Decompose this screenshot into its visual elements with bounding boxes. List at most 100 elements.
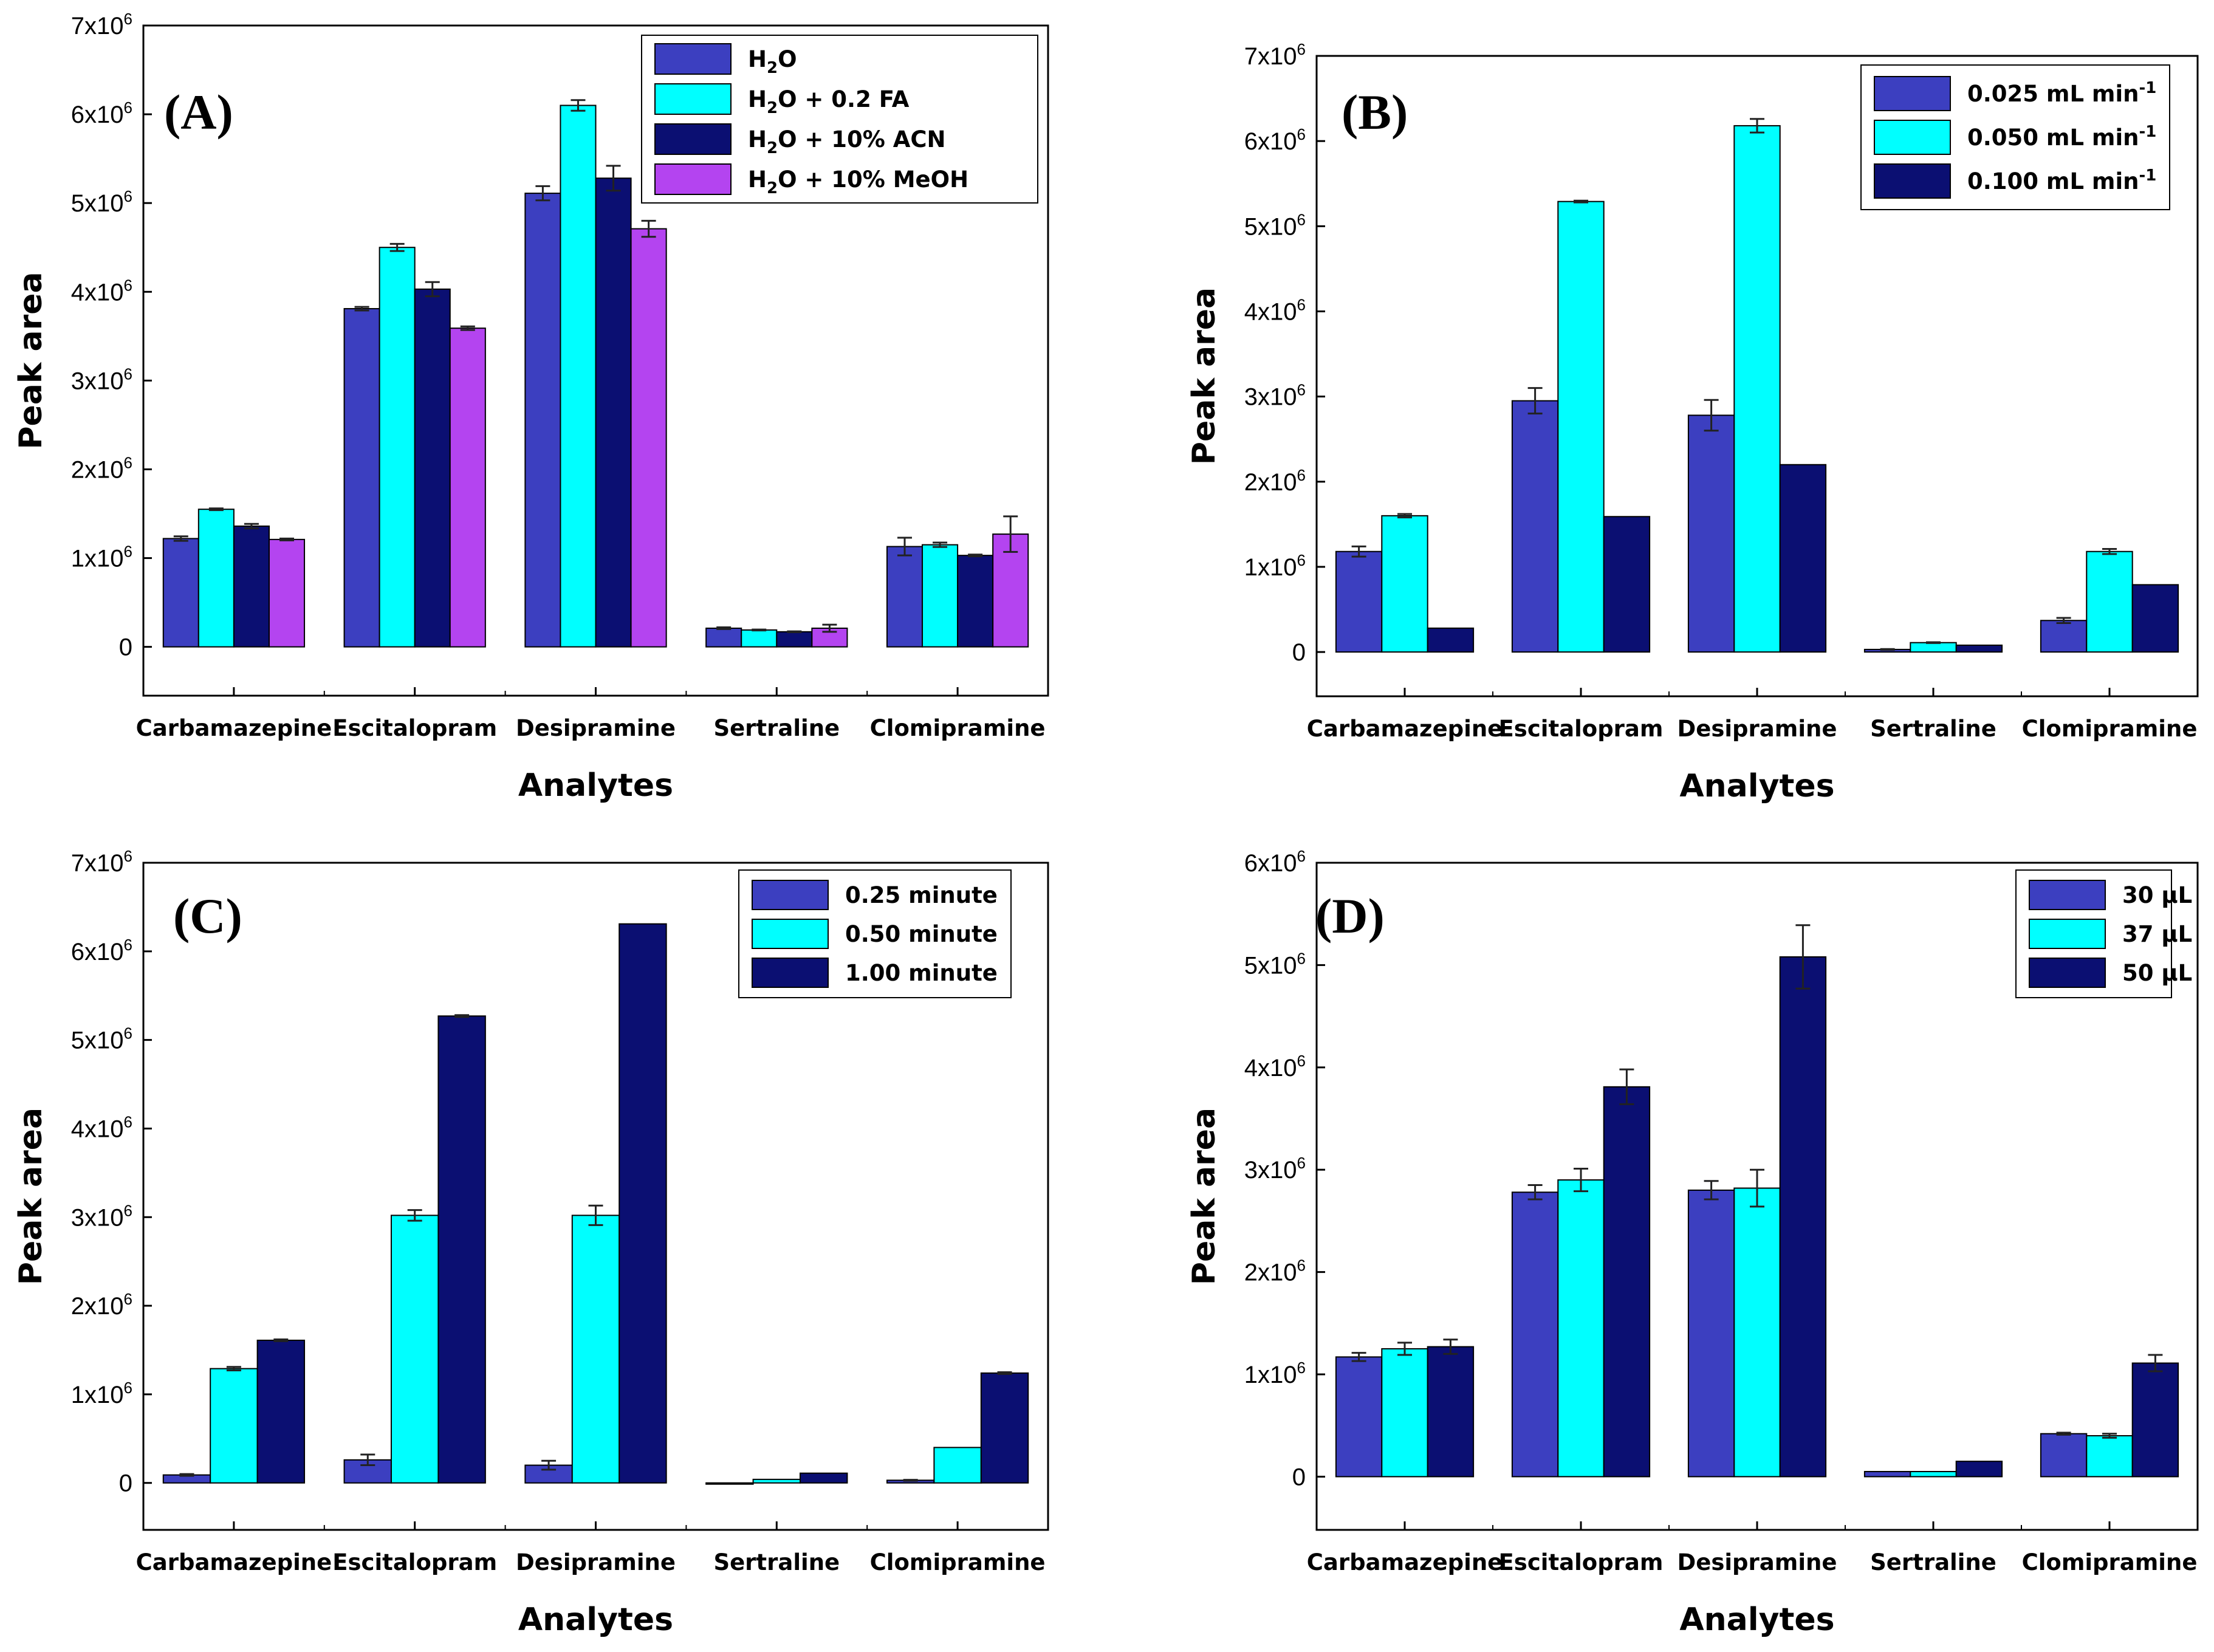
bar (414, 288, 451, 648)
y-tick-label: 2x106 (71, 453, 132, 483)
bar (886, 546, 924, 648)
y-tick-label: 6x106 (1244, 847, 1306, 877)
y-tick-label: 1x106 (71, 1379, 132, 1408)
bar (1511, 400, 1559, 653)
legend-swatch (1874, 163, 1951, 199)
y-tick-label: 3x106 (1244, 1154, 1306, 1184)
bar (800, 1472, 848, 1484)
bar (1687, 1189, 1735, 1478)
legend-label: 37 µL (2122, 921, 2192, 947)
category-label: Desipramine (516, 715, 676, 741)
y-tick-label: 5x106 (1244, 949, 1306, 979)
panel-label: (D) (1315, 888, 1385, 944)
bar (741, 629, 778, 648)
y-axis-title: Peak area (13, 272, 49, 449)
legend-swatch (2029, 880, 2106, 910)
bar (1733, 1187, 1781, 1478)
bar (922, 544, 959, 648)
y-tick-label: 1x106 (1244, 551, 1306, 581)
category-label: Escitalopram (332, 1549, 497, 1575)
bar (197, 509, 235, 648)
legend-swatch (654, 163, 732, 195)
bar (705, 627, 742, 648)
category-label: Desipramine (516, 1549, 676, 1575)
y-tick-label: 7x106 (1244, 40, 1306, 70)
category-label: Sertraline (1870, 1549, 1996, 1575)
y-tick-label: 1x106 (1244, 1359, 1306, 1388)
category-label: Escitalopram (1499, 1549, 1664, 1575)
legend-swatch (752, 919, 829, 949)
legend-label: 1.00 minute (845, 960, 998, 986)
bar (1511, 1191, 1559, 1478)
bar (162, 538, 199, 648)
category-label: Clomipramine (870, 1549, 1046, 1575)
bar (524, 193, 561, 648)
chart-panel-d: 0 1x106 2x106 3x106 4x106 5x106 6x106 Carbamaze… (1186, 847, 2199, 1638)
bar (980, 1372, 1029, 1484)
y-tick-label: 0 (119, 1470, 132, 1497)
y-axis-title: Peak area (13, 1108, 49, 1285)
y-tick-label: 2x106 (1244, 1256, 1306, 1286)
legend-label: 0.025 mL min-1 (1967, 79, 2156, 107)
legend: 0.25 minute 0.50 minute 1.00 minute (738, 869, 1012, 998)
category-label: Carbamazepine (136, 1549, 332, 1575)
legend: H2O H2O + 0.2 FA H2O + 10% ACN H2O + 10% Me… (641, 35, 1038, 204)
legend-label: H2O + 0.2 FA (748, 86, 910, 117)
y-tick-label: 6x106 (71, 98, 132, 128)
legend-swatch (752, 880, 829, 910)
bar (705, 1482, 754, 1485)
bar (268, 538, 306, 648)
bar (752, 1478, 801, 1484)
bar (560, 105, 597, 648)
legend-label: H2O (748, 46, 797, 77)
bar (390, 1215, 439, 1484)
y-tick-label: 3x106 (71, 1201, 132, 1231)
bar (233, 525, 270, 648)
legend-swatch (654, 123, 732, 155)
bar (933, 1447, 982, 1484)
bar (992, 533, 1029, 648)
bar (1427, 627, 1475, 653)
y-tick-label: 2x106 (71, 1290, 132, 1320)
bar (1779, 464, 1827, 653)
bar (449, 327, 486, 648)
y-tick-label: 4x106 (71, 1112, 132, 1142)
bar (1910, 642, 1957, 653)
bar (256, 1339, 306, 1484)
legend-swatch (752, 958, 829, 988)
bar (1603, 516, 1651, 653)
bar (1779, 956, 1827, 1478)
legend-swatch (1874, 76, 1951, 111)
category-label: Sertraline (1870, 716, 1996, 742)
category-label: Desipramine (1678, 716, 1837, 742)
bar (1603, 1086, 1651, 1478)
x-axis-title: Analytes (1679, 1602, 1834, 1638)
legend-swatch (1874, 120, 1951, 155)
category-label: Escitalopram (1499, 716, 1664, 742)
legend: 0.025 mL min-1 0.050 mL min-1 0.100 mL min… (1860, 64, 2170, 210)
bar (2131, 1362, 2179, 1478)
bar (1955, 1461, 2003, 1478)
y-axis-title: Peak area (1186, 1108, 1222, 1285)
chart-panel-c: 0 1x106 2x106 3x106 4x106 5x106 6x106 7x106 Carb… (13, 847, 1049, 1638)
bar (343, 308, 380, 648)
panel-label: (A) (164, 84, 233, 140)
category-label: Desipramine (1678, 1549, 1837, 1575)
y-tick-label: 5x106 (1244, 210, 1306, 240)
bar (210, 1368, 258, 1484)
y-tick-label: 4x106 (1244, 295, 1306, 325)
y-axis-title: Peak area (1186, 287, 1222, 465)
category-label: Carbamazepine (1307, 716, 1503, 742)
y-tick-label: 5x106 (71, 1024, 132, 1054)
bar (571, 1215, 620, 1484)
bar (957, 555, 994, 648)
x-axis-title: Analytes (1679, 768, 1834, 804)
panel-label: (C) (173, 888, 242, 944)
bar (1910, 1471, 1957, 1478)
bar (619, 923, 667, 1484)
y-tick-label: 7x106 (71, 10, 132, 39)
legend-label: 50 µL (2122, 960, 2192, 986)
bar (595, 177, 632, 648)
bar (1335, 1356, 1383, 1478)
x-axis-title: Analytes (518, 767, 673, 804)
